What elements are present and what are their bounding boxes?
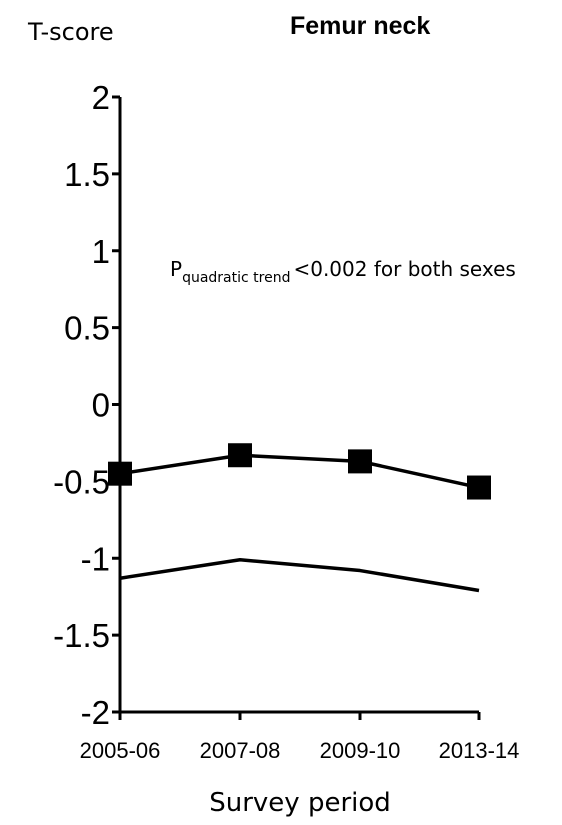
x-tick-label: 2007-08 bbox=[200, 738, 281, 763]
y-tick-label: 2 bbox=[92, 79, 110, 116]
y-tick-label: -2 bbox=[81, 694, 110, 731]
annotation-p: P bbox=[170, 257, 182, 281]
series-line-2 bbox=[119, 558, 480, 593]
trend-annotation: Pquadratic trend <0.002 for both sexes bbox=[170, 257, 516, 286]
x-ticks: 2005-06 2007-08 2009-10 2013-14 bbox=[80, 712, 520, 763]
y-tick-label: 0.5 bbox=[64, 310, 110, 347]
x-tick-label: 2013-14 bbox=[439, 738, 520, 763]
y-tick-label: -0.5 bbox=[53, 463, 110, 500]
x-tick-label: 2009-10 bbox=[320, 738, 401, 763]
y-tick-label: 0 bbox=[92, 387, 110, 424]
x-tick-label: 2005-06 bbox=[80, 738, 161, 763]
data-point-marker bbox=[228, 443, 252, 468]
y-tick-label: 1 bbox=[92, 233, 110, 270]
series-line-1 bbox=[119, 453, 480, 490]
annotation-subscript: quadratic trend bbox=[182, 270, 290, 286]
y-axis-label: T-score bbox=[27, 18, 114, 46]
y-ticks: 2 1.5 1 0.5 0 -0.5 -1 -1.5 -2 bbox=[53, 79, 120, 731]
series-layer bbox=[108, 443, 491, 593]
y-tick-label: -1 bbox=[81, 540, 110, 577]
y-tick-label: 1.5 bbox=[64, 156, 110, 193]
y-tick-label: -1.5 bbox=[53, 617, 110, 654]
x-axis-label: Survey period bbox=[209, 788, 391, 818]
data-point-marker bbox=[348, 449, 372, 474]
data-point-marker bbox=[467, 475, 491, 500]
chart-title: Femur neck bbox=[290, 12, 430, 40]
annotation-rest: <0.002 for both sexes bbox=[293, 257, 515, 281]
data-point-marker bbox=[108, 461, 132, 486]
